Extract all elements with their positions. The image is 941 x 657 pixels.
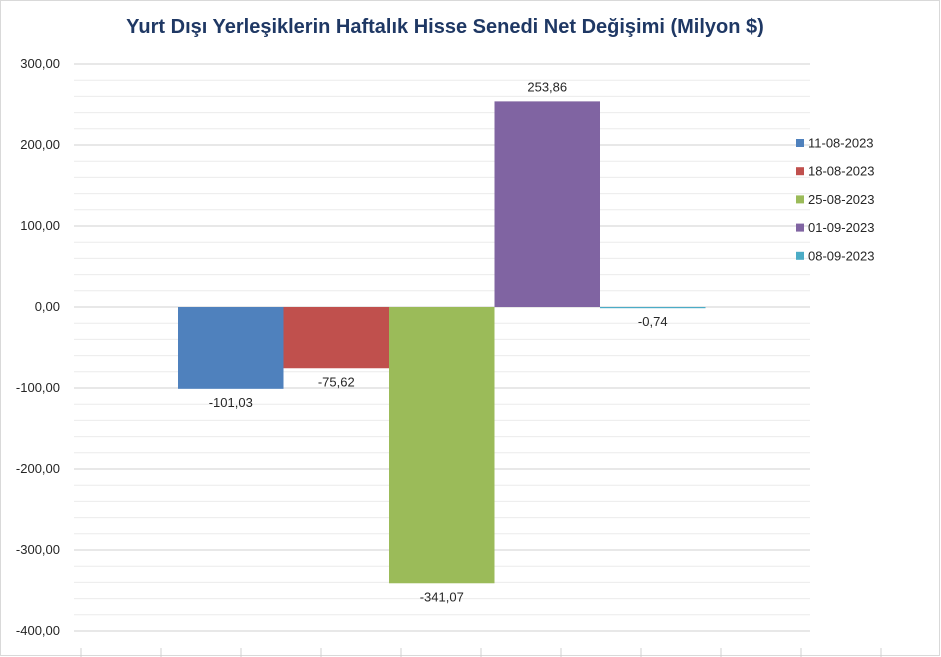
- bar-01-09-2023: [494, 101, 600, 307]
- bar-25-08-2023: [389, 307, 495, 584]
- bar-18-08-2023: [283, 307, 389, 369]
- data-label-01-09-2023: 253,86: [527, 79, 567, 94]
- legend-swatch-01-09-2023: [796, 223, 804, 232]
- y-tick-label: 0,00: [35, 299, 60, 314]
- data-label-11-08-2023: -101,03: [209, 395, 253, 410]
- y-tick-label: 100,00: [20, 218, 60, 233]
- y-tick-label: -400,00: [16, 623, 60, 638]
- legend-label-11-08-2023: 11-08-2023: [808, 136, 874, 151]
- bar-11-08-2023: [178, 307, 284, 389]
- legend-label-25-08-2023: 25-08-2023: [808, 192, 875, 207]
- y-tick-label: -300,00: [16, 542, 60, 557]
- legend-label-18-08-2023: 18-08-2023: [808, 164, 875, 179]
- data-label-25-08-2023: -341,07: [420, 589, 464, 604]
- data-label-18-08-2023: -75,62: [318, 374, 355, 389]
- legend-label-01-09-2023: 01-09-2023: [808, 220, 875, 235]
- bar-08-09-2023: [600, 307, 706, 309]
- y-tick-label: 300,00: [20, 56, 60, 71]
- legend-swatch-11-08-2023: [796, 139, 804, 147]
- legend-swatch-18-08-2023: [796, 167, 804, 176]
- legend-label-08-09-2023: 08-09-2023: [808, 248, 875, 263]
- data-label-08-09-2023: -0,74: [638, 314, 668, 329]
- legend-swatch-25-08-2023: [796, 195, 804, 204]
- chart-title: Yurt Dışı Yerleşiklerin Haftalık Hisse S…: [126, 16, 764, 38]
- y-tick-label: -100,00: [16, 380, 60, 395]
- y-tick-label: 200,00: [20, 137, 60, 152]
- y-tick-label: -200,00: [16, 461, 60, 476]
- legend-swatch-08-09-2023: [796, 251, 804, 260]
